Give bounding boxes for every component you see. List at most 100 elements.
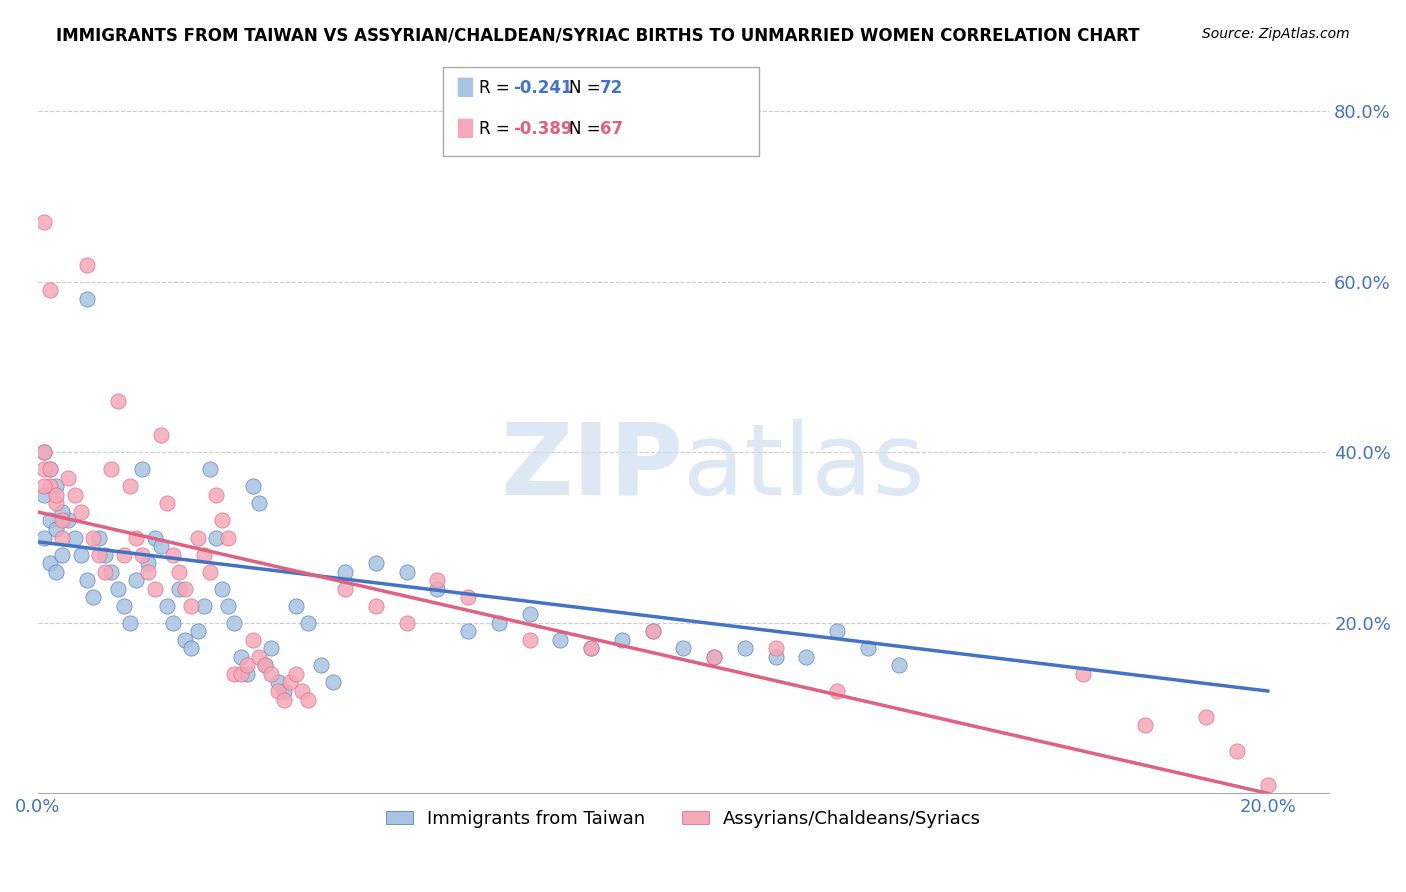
Point xyxy=(426,582,449,596)
Point xyxy=(82,591,104,605)
Point xyxy=(131,548,153,562)
Point xyxy=(364,599,387,613)
Point xyxy=(45,479,67,493)
Point xyxy=(45,522,67,536)
Point xyxy=(211,513,233,527)
Point xyxy=(309,658,332,673)
Point xyxy=(1257,778,1279,792)
Point xyxy=(703,649,725,664)
Point xyxy=(39,462,62,476)
Point xyxy=(131,462,153,476)
Point xyxy=(395,565,418,579)
Point xyxy=(734,641,756,656)
Text: Source: ZipAtlas.com: Source: ZipAtlas.com xyxy=(1202,27,1350,41)
Point xyxy=(39,513,62,527)
Point xyxy=(156,599,179,613)
Point xyxy=(180,641,202,656)
Point xyxy=(32,445,55,459)
Point xyxy=(242,479,264,493)
Point xyxy=(291,684,314,698)
Point xyxy=(297,615,319,630)
Point xyxy=(579,641,602,656)
Point xyxy=(138,556,160,570)
Point xyxy=(174,632,197,647)
Point xyxy=(519,632,541,647)
Point xyxy=(322,675,344,690)
Point xyxy=(193,548,215,562)
Point xyxy=(32,462,55,476)
Point xyxy=(112,548,135,562)
Point xyxy=(825,624,848,639)
Point xyxy=(193,599,215,613)
Point xyxy=(254,658,277,673)
Point xyxy=(887,658,910,673)
Point xyxy=(76,292,98,306)
Point xyxy=(156,496,179,510)
Point xyxy=(149,539,172,553)
Point xyxy=(39,556,62,570)
Point xyxy=(58,513,80,527)
Point xyxy=(32,479,55,493)
Point xyxy=(143,531,166,545)
Point xyxy=(198,565,221,579)
Text: 67: 67 xyxy=(600,120,623,138)
Point xyxy=(94,565,117,579)
Point xyxy=(224,667,246,681)
Point xyxy=(273,692,295,706)
Point xyxy=(162,615,184,630)
Point xyxy=(205,488,228,502)
Text: R =: R = xyxy=(479,120,516,138)
Text: N =: N = xyxy=(569,120,606,138)
Point xyxy=(198,462,221,476)
Point xyxy=(1133,718,1156,732)
Point xyxy=(51,505,73,519)
Point xyxy=(58,471,80,485)
Point xyxy=(703,649,725,664)
Point xyxy=(457,591,479,605)
Point xyxy=(550,632,572,647)
Point xyxy=(254,658,277,673)
Point xyxy=(364,556,387,570)
Point xyxy=(107,582,129,596)
Point xyxy=(82,531,104,545)
Point xyxy=(118,615,141,630)
Point xyxy=(285,599,308,613)
Point xyxy=(89,548,111,562)
Point xyxy=(63,488,86,502)
Point xyxy=(260,641,283,656)
Point xyxy=(32,488,55,502)
Point xyxy=(69,505,91,519)
Point xyxy=(39,479,62,493)
Text: █: █ xyxy=(457,119,472,138)
Point xyxy=(76,258,98,272)
Point xyxy=(236,658,259,673)
Point xyxy=(266,684,288,698)
Text: N =: N = xyxy=(569,79,606,97)
Point xyxy=(488,615,510,630)
Point xyxy=(187,624,209,639)
Point xyxy=(457,624,479,639)
Point xyxy=(224,615,246,630)
Point xyxy=(229,649,252,664)
Point xyxy=(242,632,264,647)
Point xyxy=(672,641,695,656)
Point xyxy=(765,649,787,664)
Point xyxy=(107,394,129,409)
Point xyxy=(76,573,98,587)
Point xyxy=(260,667,283,681)
Text: IMMIGRANTS FROM TAIWAN VS ASSYRIAN/CHALDEAN/SYRIAC BIRTHS TO UNMARRIED WOMEN COR: IMMIGRANTS FROM TAIWAN VS ASSYRIAN/CHALD… xyxy=(56,27,1140,45)
Point xyxy=(266,675,288,690)
Point xyxy=(167,565,190,579)
Point xyxy=(167,582,190,596)
Point xyxy=(100,462,122,476)
Point xyxy=(641,624,664,639)
Point xyxy=(1071,667,1094,681)
Point xyxy=(143,582,166,596)
Point xyxy=(32,531,55,545)
Point xyxy=(285,667,308,681)
Text: -0.389: -0.389 xyxy=(513,120,572,138)
Point xyxy=(610,632,633,647)
Point xyxy=(641,624,664,639)
Point xyxy=(579,641,602,656)
Point xyxy=(247,496,270,510)
